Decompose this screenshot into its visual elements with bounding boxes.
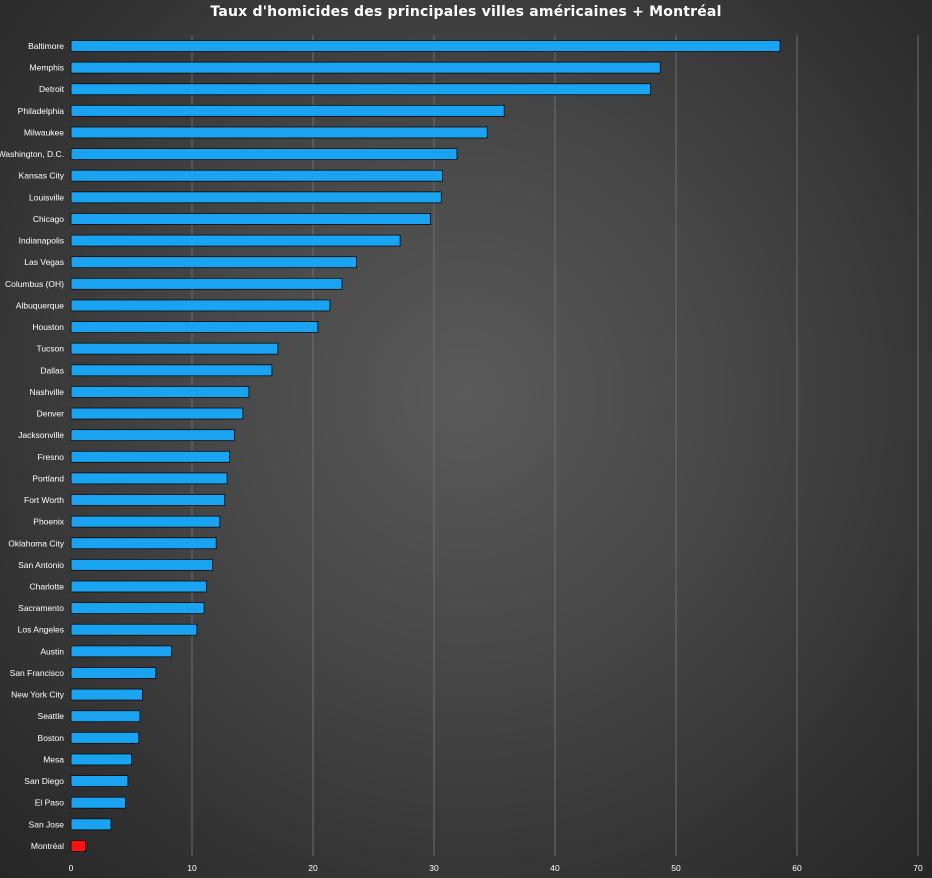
category-label: Albuquerque bbox=[16, 300, 64, 310]
bar-san-antonio bbox=[70, 558, 213, 571]
grid-lines bbox=[191, 35, 919, 856]
bar-boston bbox=[70, 731, 140, 744]
bar-dallas bbox=[70, 364, 273, 377]
bar-el-paso bbox=[70, 796, 126, 809]
category-label: Memphis bbox=[30, 63, 64, 73]
bar-detroit bbox=[70, 83, 651, 96]
category-label: San Antonio bbox=[18, 560, 64, 570]
bar-louisville bbox=[70, 191, 442, 204]
bar-denver bbox=[70, 407, 244, 420]
category-label: Indianapolis bbox=[19, 236, 64, 246]
category-label: Tucson bbox=[36, 344, 64, 354]
x-tick-label: 50 bbox=[671, 863, 681, 873]
bar-seattle bbox=[70, 710, 141, 723]
category-label: Las Vegas bbox=[24, 257, 64, 267]
category-label: Los Angeles bbox=[18, 625, 64, 635]
category-label: Philadelphia bbox=[18, 106, 65, 116]
category-label: Fresno bbox=[38, 452, 65, 462]
bar-philadelphia bbox=[70, 104, 505, 117]
x-tick-labels: 0 10 20 30 40 50 60 70 bbox=[69, 863, 923, 873]
x-tick-label: 70 bbox=[913, 863, 923, 873]
category-label: Jacksonville bbox=[18, 430, 64, 440]
category-label: Nashville bbox=[30, 387, 65, 397]
category-label: Baltimore bbox=[28, 41, 64, 51]
category-label: Seattle bbox=[38, 711, 65, 721]
category-label: Denver bbox=[37, 409, 65, 419]
bar-las-vegas bbox=[70, 256, 357, 269]
bar-new-york-city bbox=[70, 688, 143, 701]
bar-tucson bbox=[70, 342, 279, 355]
bar-jacksonville bbox=[70, 429, 235, 442]
bar-chicago bbox=[70, 213, 431, 225]
bar-san-jose bbox=[70, 818, 112, 831]
category-label: Milwaukee bbox=[24, 127, 64, 137]
bar-montr-al bbox=[70, 840, 86, 852]
category-label: Washington, D.C. bbox=[0, 149, 64, 159]
category-label: Portland bbox=[32, 473, 64, 483]
category-label: San Francisco bbox=[10, 668, 65, 678]
category-label: Chicago bbox=[33, 214, 64, 224]
x-tick-label: 10 bbox=[187, 863, 197, 873]
bar-oklahoma-city bbox=[70, 537, 217, 550]
bar-columbus-oh bbox=[70, 277, 343, 290]
category-label: Mesa bbox=[43, 754, 64, 764]
category-label: Columbus (OH) bbox=[5, 279, 64, 289]
bar-fort-worth bbox=[70, 494, 226, 506]
category-label: Houston bbox=[32, 322, 64, 332]
category-label: Fort Worth bbox=[24, 495, 64, 505]
category-label: San Jose bbox=[29, 819, 65, 829]
bar-sacramento bbox=[70, 602, 205, 615]
bar-milwaukee bbox=[70, 126, 488, 139]
category-label: El Paso bbox=[35, 798, 65, 808]
bars bbox=[70, 40, 781, 852]
x-tick-label: 30 bbox=[429, 863, 439, 873]
bar-baltimore bbox=[70, 40, 781, 52]
category-label: Kansas City bbox=[19, 171, 65, 181]
bar-washington-d-c bbox=[70, 148, 458, 161]
bar-austin bbox=[70, 645, 172, 658]
bar-phoenix bbox=[70, 515, 221, 528]
bar-fresno bbox=[70, 450, 230, 463]
bar-indianapolis bbox=[70, 234, 401, 247]
category-label: Louisville bbox=[29, 192, 64, 202]
bar-mesa bbox=[70, 753, 132, 766]
category-label: Dallas bbox=[40, 365, 64, 375]
bar-nashville bbox=[70, 386, 250, 398]
category-label: Detroit bbox=[39, 84, 65, 94]
bar-kansas-city bbox=[70, 169, 443, 182]
chart-title: Taux d'homicides des principales villes … bbox=[210, 4, 722, 20]
x-tick-label: 0 bbox=[69, 863, 74, 873]
category-labels: Baltimore Memphis Detroit Philadelphia Milwa… bbox=[0, 41, 65, 851]
category-label: Boston bbox=[38, 733, 65, 743]
category-label: Sacramento bbox=[18, 603, 64, 613]
category-label: Oklahoma City bbox=[8, 538, 64, 548]
category-label: Austin bbox=[40, 646, 64, 656]
bar-portland bbox=[70, 472, 228, 485]
category-label: New York City bbox=[11, 690, 65, 700]
x-tick-label: 60 bbox=[792, 863, 802, 873]
bar-charlotte bbox=[70, 580, 207, 593]
bar-san-diego bbox=[70, 775, 129, 787]
category-label: Montréal bbox=[31, 841, 64, 851]
category-label: Charlotte bbox=[30, 582, 65, 592]
x-tick-label: 40 bbox=[550, 863, 560, 873]
bar-san-francisco bbox=[70, 667, 157, 679]
bar-houston bbox=[70, 321, 319, 333]
bar-albuquerque bbox=[70, 299, 331, 312]
bar-los-angeles bbox=[70, 623, 198, 636]
category-label: Phoenix bbox=[33, 517, 64, 527]
bar-memphis bbox=[70, 61, 661, 74]
category-label: San Diego bbox=[24, 776, 64, 786]
x-tick-label: 20 bbox=[308, 863, 318, 873]
